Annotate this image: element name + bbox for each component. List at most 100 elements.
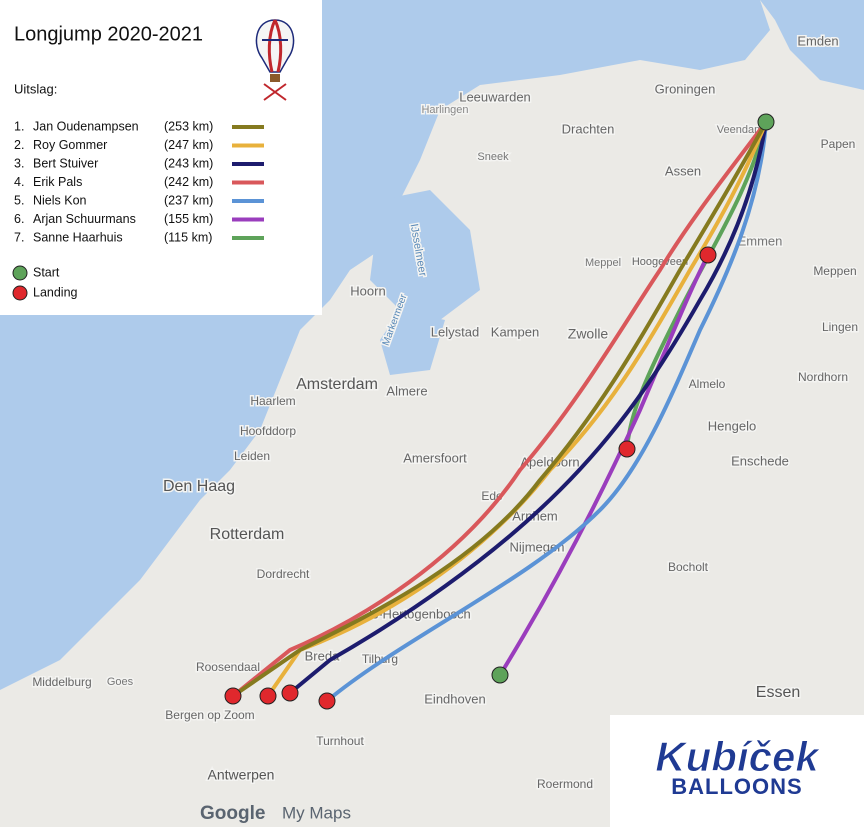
result-name: Bert Stuiver — [33, 156, 98, 170]
result-name: Arjan Schuurmans — [33, 212, 136, 226]
dollard — [760, 0, 864, 90]
map-label: Rotterdam — [210, 526, 285, 543]
flight-tracks — [231, 120, 768, 703]
start-point — [757, 113, 775, 131]
flight-track — [231, 120, 768, 698]
map-label: Turnhout — [316, 734, 364, 748]
flight-points — [224, 113, 775, 710]
legend-marker — [12, 285, 28, 301]
map-label: Groningen — [655, 81, 716, 96]
map-label: Enschede — [731, 453, 789, 468]
result-name: Niels Kon — [33, 193, 87, 207]
landing-point — [618, 440, 636, 458]
result-distance: (243 km) — [164, 156, 213, 170]
map-label: Hengelo — [708, 418, 756, 433]
landing-point — [224, 687, 242, 705]
result-rank: 3. — [14, 156, 24, 170]
legend: Start Landing — [12, 265, 78, 301]
map-label: Dordrecht — [257, 567, 310, 581]
map-label: Zwolle — [568, 326, 609, 342]
map-label: Bocholt — [668, 560, 709, 574]
map-label: Drachten — [562, 121, 615, 136]
club-logo — [255, 19, 295, 101]
result-rank: 4. — [14, 175, 24, 189]
map-label: Hoofddorp — [240, 424, 296, 438]
map-label: Bergen op Zoom — [165, 708, 254, 722]
landing-point — [281, 684, 299, 702]
results-label: Uitslag: — [14, 81, 57, 96]
result-name: Sanne Haarhuis — [33, 230, 123, 244]
landing-point — [318, 692, 336, 710]
flight-track — [625, 120, 768, 451]
markermeer — [380, 310, 445, 375]
map-label: Sneek — [477, 151, 509, 163]
result-rank: 5. — [14, 193, 24, 207]
map-label: Leeuwarden — [459, 89, 531, 104]
map-label: Hoorn — [350, 283, 385, 298]
map-label: Leiden — [234, 449, 270, 463]
map-label: Haarlem — [250, 394, 295, 408]
map-label: Hoogeveen — [632, 256, 688, 268]
map-label: Almere — [386, 383, 427, 398]
flight-track — [325, 120, 768, 703]
map-label: Harlingen — [421, 104, 468, 116]
map-label: Goes — [107, 676, 134, 688]
map-label: Veendam — [717, 124, 763, 136]
result-distance: (155 km) — [164, 212, 213, 226]
result-distance: (237 km) — [164, 193, 213, 207]
result-rank: 7. — [14, 230, 24, 244]
map-label: Antwerpen — [208, 767, 275, 783]
title: Longjump 2020-2021 — [14, 23, 203, 45]
map-labels: Emden Leeuwarden Groningen Harlingen Drachte… — [31, 32, 860, 793]
map-label: Lingen — [822, 320, 858, 334]
map-label: Almelo — [689, 377, 726, 391]
start-point — [491, 666, 509, 684]
map-label: Eindhoven — [424, 691, 485, 706]
map-label: Apeldoorn — [520, 454, 579, 469]
results-list: 1. Jan Oudenampsen (253 km) 2. Roy Gommer (24… — [14, 119, 264, 244]
footer-brand: Google — [200, 803, 265, 824]
legend-marker — [12, 265, 28, 281]
map-label: Emden — [797, 33, 838, 48]
map-label: Middelburg — [32, 675, 91, 689]
map-label: Kampen — [491, 324, 539, 339]
result-name: Jan Oudenampsen — [33, 119, 139, 133]
flight-track — [231, 120, 768, 698]
map-label: Emmen — [738, 233, 783, 248]
result-rank: 6. — [14, 212, 24, 226]
map-label: Den Haag — [163, 478, 235, 495]
flight-track — [498, 253, 710, 677]
logo-name: Kubíček — [655, 733, 821, 780]
map-label: Meppen — [813, 264, 856, 278]
map-label: Amersfoort — [403, 450, 467, 465]
map-label: Roermond — [537, 777, 593, 791]
result-distance: (247 km) — [164, 138, 213, 152]
map-label: Assen — [665, 163, 701, 178]
landing-point — [699, 246, 717, 264]
map-label: Nordhorn — [798, 370, 848, 384]
map-label: Essen — [756, 684, 800, 701]
map-label: Amsterdam — [296, 376, 378, 393]
map-label: Roosendaal — [196, 660, 260, 674]
result-name: Roy Gommer — [33, 138, 107, 152]
result-distance: (253 km) — [164, 119, 213, 133]
result-rank: 2. — [14, 138, 24, 152]
flight-track — [288, 120, 768, 695]
footer-product: My Maps — [282, 803, 351, 822]
flight-track — [266, 120, 768, 698]
legend-label: Landing — [33, 285, 78, 299]
landing-point — [259, 687, 277, 705]
logo-panel — [610, 715, 864, 827]
logo-tagline: BALLOONS — [671, 774, 802, 799]
map-label: Lelystad — [431, 324, 479, 339]
result-name: Erik Pals — [33, 175, 82, 189]
result-distance: (115 km) — [164, 230, 212, 244]
map-label: Meppel — [585, 257, 621, 269]
legend-label: Start — [33, 265, 60, 279]
ijsselmeer — [370, 190, 480, 320]
result-distance: (242 km) — [164, 175, 213, 189]
result-rank: 1. — [14, 119, 24, 133]
map-label: Papen — [821, 137, 856, 151]
